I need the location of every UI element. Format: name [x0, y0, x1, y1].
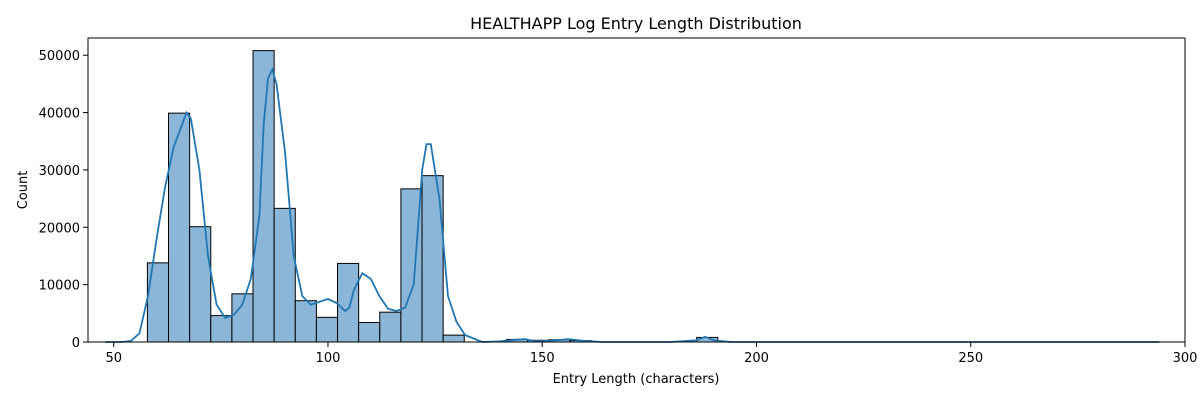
y-tick-label: 30000	[39, 164, 80, 179]
plot-frame	[87, 37, 1186, 343]
x-tick-label: 50	[105, 351, 122, 366]
x-tick-label: 200	[744, 351, 769, 366]
histogram-bar	[210, 315, 233, 343]
y-tick-label: 50000	[39, 49, 80, 64]
y-tick-label: 10000	[39, 279, 80, 294]
histogram-bar	[442, 334, 465, 343]
histogram-bar	[168, 112, 191, 343]
kde-layer	[105, 67, 1160, 343]
y-tick-label: 20000	[39, 221, 80, 236]
histogram-bar	[294, 300, 317, 343]
histogram-bar	[379, 311, 402, 343]
histogram-bar	[231, 293, 254, 343]
histogram-bar	[358, 321, 381, 343]
y-tick-label: 40000	[39, 107, 80, 122]
bars-layer	[146, 50, 719, 343]
chart-title: HEALTHAPP Log Entry Length Distribution	[470, 14, 802, 33]
kde-curve	[105, 67, 1160, 343]
y-axis: 0 10000 20000 30000 40000 50000	[39, 49, 88, 351]
histogram-bar	[337, 262, 360, 343]
x-axis-label: Entry Length (characters)	[553, 372, 720, 387]
y-axis-label: Count	[16, 171, 31, 210]
histogram-bar	[252, 50, 275, 343]
histogram-bar	[315, 316, 339, 343]
x-axis: 50 100 150 200 250 300	[105, 342, 1197, 366]
x-tick-label: 100	[316, 351, 341, 366]
x-tick-label: 300	[1173, 351, 1198, 366]
x-tick-label: 250	[958, 351, 983, 366]
x-tick-label: 150	[530, 351, 555, 366]
y-tick-label: 0	[72, 336, 80, 351]
